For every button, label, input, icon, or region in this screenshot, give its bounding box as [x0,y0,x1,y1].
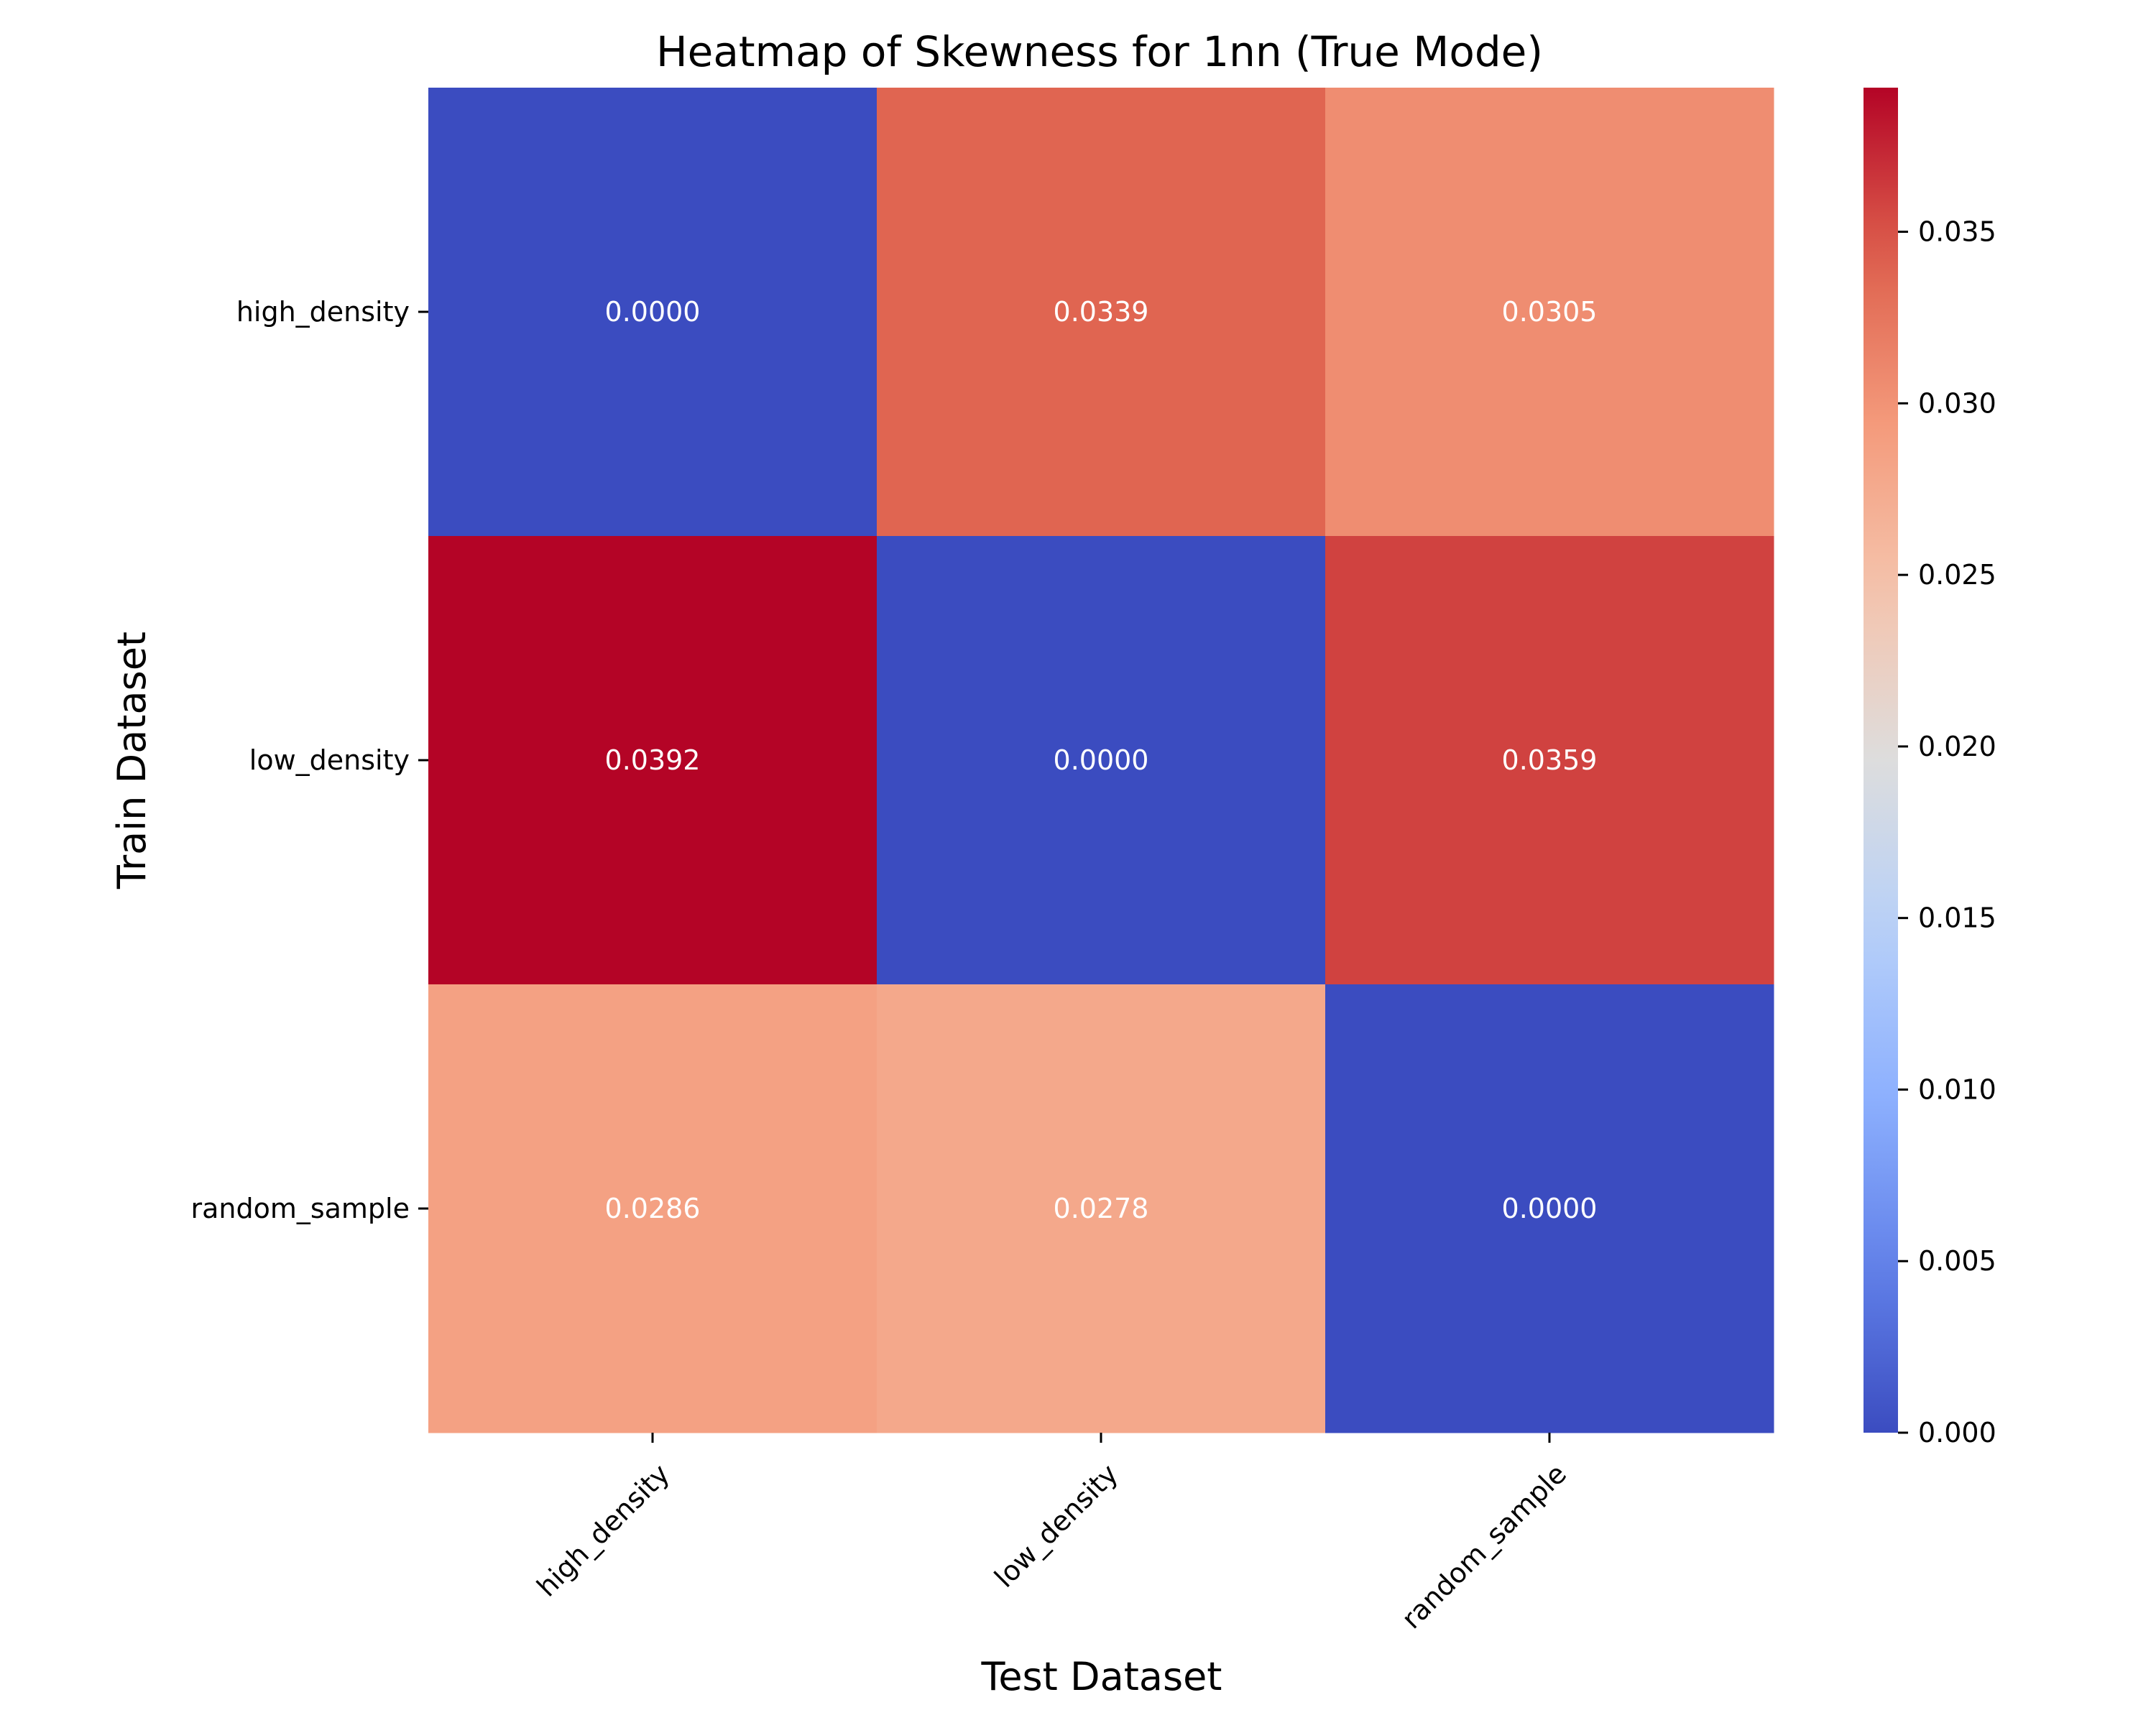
y-tick-label: low_density [249,744,410,776]
colorbar-tick-label: 0.030 [1918,387,1996,419]
y-tick-label: high_density [236,296,410,328]
heatmap-cell [877,984,1326,1433]
heatmap-cell [1325,984,1774,1433]
heatmap-cell-label: 0.0000 [1502,1193,1598,1224]
heatmap-cell-label: 0.0286 [605,1193,701,1224]
heatmap-cell-labels: 0.0000 0.0339 0.0305 0.0392 0.0000 0.0359 0.02… [605,296,1598,1224]
heatmap-cell-label: 0.0359 [1502,744,1598,776]
heatmap-cell [428,536,877,985]
heatmap-cell [877,536,1326,985]
y-axis-ticks: high_density low_density random_sample [190,296,428,1224]
heatmap-cell-label: 0.0000 [1054,744,1149,776]
heatmap-cell-label: 0.0305 [1502,296,1598,328]
colorbar-tick-label: 0.020 [1918,731,1996,762]
heatmap-cell [428,984,877,1433]
heatmap-cell-label: 0.0339 [1054,296,1149,328]
heatmap-cells [428,88,1774,1433]
chart-title: Heatmap of Skewness for 1nn (True Mode) [656,27,1543,76]
heatmap-cell [877,88,1326,537]
colorbar-tick-label: 0.025 [1918,559,1996,591]
heatmap-cell-label: 0.0392 [605,744,701,776]
colorbar-tick-label: 0.000 [1918,1417,1996,1449]
colorbar-gradient [1864,88,1898,1433]
heatmap-cell-label: 0.0000 [605,296,701,328]
heatmap-cell-label: 0.0278 [1054,1193,1149,1224]
heatmap-cell [428,88,877,537]
x-axis-label: Test Dataset [981,1654,1222,1699]
colorbar-tick-label: 0.010 [1918,1073,1996,1105]
colorbar: 0.000 0.005 0.010 0.015 0.020 0.025 0.030 0.035 [1864,88,1996,1449]
colorbar-tick-label: 0.035 [1918,216,1996,248]
colorbar-ticks: 0.000 0.005 0.010 0.015 0.020 0.025 0.030 0.035 [1898,216,1996,1449]
colorbar-tick-label: 0.005 [1918,1245,1996,1277]
colorbar-tick-label: 0.015 [1918,902,1996,934]
y-tick-label: random_sample [190,1193,410,1224]
heatmap-cell [1325,536,1774,985]
y-axis-label: Train Dataset [109,632,155,890]
heatmap-cell [1325,88,1774,537]
